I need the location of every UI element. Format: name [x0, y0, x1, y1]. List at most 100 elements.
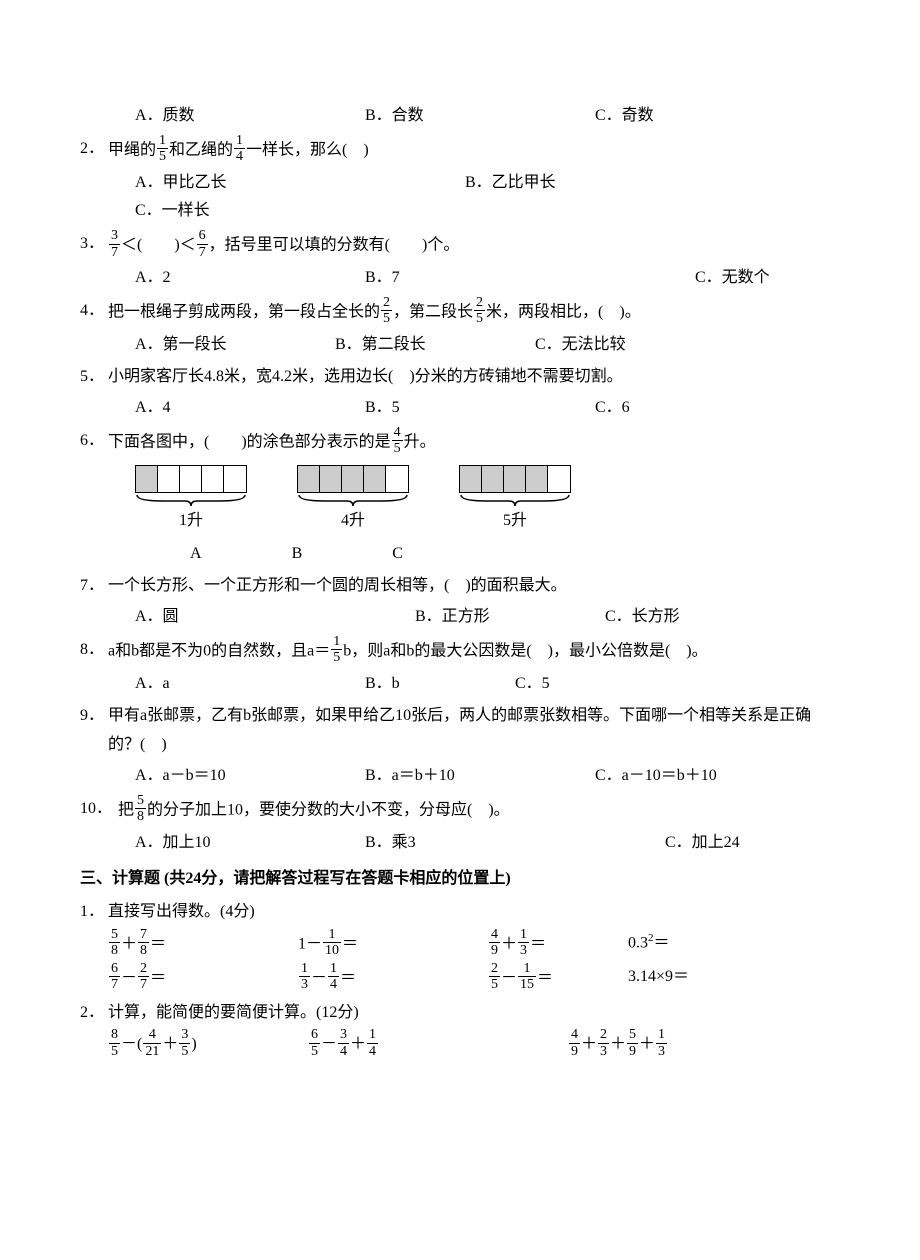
diagram-b: 4升 — [297, 465, 409, 536]
question-3: 3． 37＜( )＜67，括号里可以填的分数有( )个。 A．2 B．7 C．无… — [80, 230, 840, 293]
calc-item: 13－14＝ — [298, 963, 488, 995]
calc-item: 49＋23＋59＋13 — [568, 1029, 668, 1061]
q-num: 5． — [80, 363, 104, 392]
text: 计算，能简便的要简便计算。(12分) — [108, 1004, 359, 1021]
calc-item: 1－110＝ — [298, 929, 488, 961]
frac: 15 — [331, 634, 342, 666]
opt-c: C．一样长 — [135, 197, 210, 226]
calc-item: 65－34＋14 — [308, 1029, 568, 1061]
calc-item: 25－115＝ — [488, 963, 628, 995]
text: 直接写出得数。(4分) — [108, 903, 255, 920]
question-2: 2． 甲绳的15和乙绳的14一样长，那么( ) A．甲比乙长 B．乙比甲长 C．… — [80, 135, 840, 226]
text: 一样长，那么( ) — [246, 141, 369, 158]
question-6: 6． 下面各图中，( )的涂色部分表示的是45升。 1升 4升 5升 A B C — [80, 427, 840, 568]
opt-c: C．奇数 — [595, 102, 654, 131]
text: b，则a和b的最大公因数是( )，最小公倍数是( )。 — [343, 642, 707, 659]
frac: 15 — [157, 133, 168, 165]
diagram-label: 1升 — [179, 507, 203, 536]
opt-c: C．长方形 — [605, 603, 680, 632]
question-7: 7． 一个长方形、一个正方形和一个圆的周长相等，( )的面积最大。 A．圆 B．… — [80, 572, 840, 632]
question-8: 8． a和b都是不为0的自然数，且a＝15b，则a和b的最大公因数是( )，最小… — [80, 636, 840, 699]
label-a: A — [190, 540, 202, 569]
opt-c: C．无法比较 — [535, 331, 626, 360]
opt-b: B．正方形 — [415, 603, 605, 632]
question-1-options: A．质数 B．合数 C．奇数 — [80, 102, 840, 131]
calc-item: 0.32＝ — [628, 929, 670, 961]
text: ，第二段长 — [393, 303, 473, 320]
frac: 25 — [381, 295, 392, 327]
opt-a: A．4 — [135, 394, 365, 423]
diagram-a: 1升 — [135, 465, 247, 536]
text: 小明家客厅长4.8米，宽4.2米，选用边长( )分米的方砖铺地不需要切割。 — [108, 368, 623, 385]
q-num: 8． — [80, 636, 104, 665]
opt-a: A．a — [135, 670, 365, 699]
calc-item: 58＋78＝ — [108, 929, 298, 961]
question-10: 10． 把58的分子加上10，要使分数的大小不变，分母应( )。 A．加上10 … — [80, 795, 840, 858]
opt-a: A．2 — [135, 264, 365, 293]
frac: 67 — [197, 228, 208, 260]
text: 和乙绳的 — [169, 141, 233, 158]
opt-c: C．5 — [515, 670, 550, 699]
diagram-row: 1升 4升 5升 — [80, 465, 840, 536]
section3-p2: 2． 计算，能简便的要简便计算。(12分) 85－(421＋35) 65－34＋… — [80, 999, 840, 1062]
section3-p1: 1． 直接写出得数。(4分) 58＋78＝ 1－110＝ 49＋13＝ 0.32… — [80, 898, 840, 994]
opt-b: B．b — [365, 670, 515, 699]
opt-b: B．乙比甲长 — [465, 169, 556, 198]
text: 把 — [118, 801, 134, 818]
text: a和b都是不为0的自然数，且a＝ — [108, 642, 330, 659]
section-3-title: 三、计算题 (共24分，请把解答过程写在答题卡相应的位置上) — [80, 865, 840, 894]
q-num: 7． — [80, 572, 104, 601]
text: 甲有a张邮票，乙有b张邮票，如果甲给乙10张后，两人的邮票张数相等。下面哪一个相… — [108, 707, 811, 753]
q-num: 4． — [80, 297, 104, 326]
opt-c: C．加上24 — [665, 829, 740, 858]
opt-b: B．7 — [365, 264, 695, 293]
label-c: C — [392, 540, 403, 569]
opt-a: A．第一段长 — [135, 331, 335, 360]
text: 的分子加上10，要使分数的大小不变，分母应( )。 — [147, 801, 510, 818]
diagram-label: 5升 — [503, 507, 527, 536]
q-num: 3． — [80, 230, 104, 259]
q-num: 10． — [80, 795, 112, 824]
calc-item: 49＋13＝ — [488, 929, 628, 961]
text: ，括号里可以填的分数有( )个。 — [209, 237, 460, 254]
question-5: 5． 小明家客厅长4.8米，宽4.2米，选用边长( )分米的方砖铺地不需要切割。… — [80, 363, 840, 423]
q-num: 2． — [80, 135, 104, 164]
frac: 37 — [109, 228, 120, 260]
opt-a: A．甲比乙长 — [135, 169, 465, 198]
opt-b: B．乘3 — [365, 829, 665, 858]
frac: 14 — [234, 133, 245, 165]
text: 米，两段相比，( )。 — [486, 303, 641, 320]
diagram-label: 4升 — [341, 507, 365, 536]
opt-b: B．合数 — [365, 102, 595, 131]
diagram-c: 5升 — [459, 465, 571, 536]
text: 升。 — [404, 433, 436, 450]
opt-a: A．质数 — [135, 102, 365, 131]
brace-icon — [459, 493, 571, 507]
q-num: 6． — [80, 427, 104, 456]
opt-a: A．圆 — [135, 603, 415, 632]
q-num: 9． — [80, 702, 104, 731]
opt-c: C．无数个 — [695, 264, 770, 293]
question-9: 9． 甲有a张邮票，乙有b张邮票，如果甲给乙10张后，两人的邮票张数相等。下面哪… — [80, 702, 840, 790]
opt-c: C．6 — [595, 394, 630, 423]
text: 一个长方形、一个正方形和一个圆的周长相等，( )的面积最大。 — [108, 577, 567, 594]
opt-b: B．第二段长 — [335, 331, 535, 360]
label-b: B — [292, 540, 303, 569]
q-num: 2． — [80, 999, 104, 1028]
text: 下面各图中，( )的涂色部分表示的是 — [108, 433, 391, 450]
frac: 45 — [392, 425, 403, 457]
text: 甲绳的 — [108, 141, 156, 158]
calc-item: 85－(421＋35) — [108, 1029, 308, 1061]
brace-icon — [135, 493, 247, 507]
calc-item: 67－27＝ — [108, 963, 298, 995]
question-4: 4． 把一根绳子剪成两段，第一段占全长的25，第二段长25米，两段相比，( )。… — [80, 297, 840, 360]
opt-a: A．加上10 — [135, 829, 365, 858]
opt-a: A．a－b＝10 — [135, 762, 365, 791]
opt-b: B．a＝b＋10 — [365, 762, 595, 791]
frac: 58 — [135, 793, 146, 825]
text: 把一根绳子剪成两段，第一段占全长的 — [108, 303, 380, 320]
opt-c: C．a－10＝b＋10 — [595, 762, 717, 791]
text: ＜( )＜ — [121, 237, 196, 254]
frac: 25 — [474, 295, 485, 327]
calc-item: 3.14×9＝ — [628, 963, 689, 995]
